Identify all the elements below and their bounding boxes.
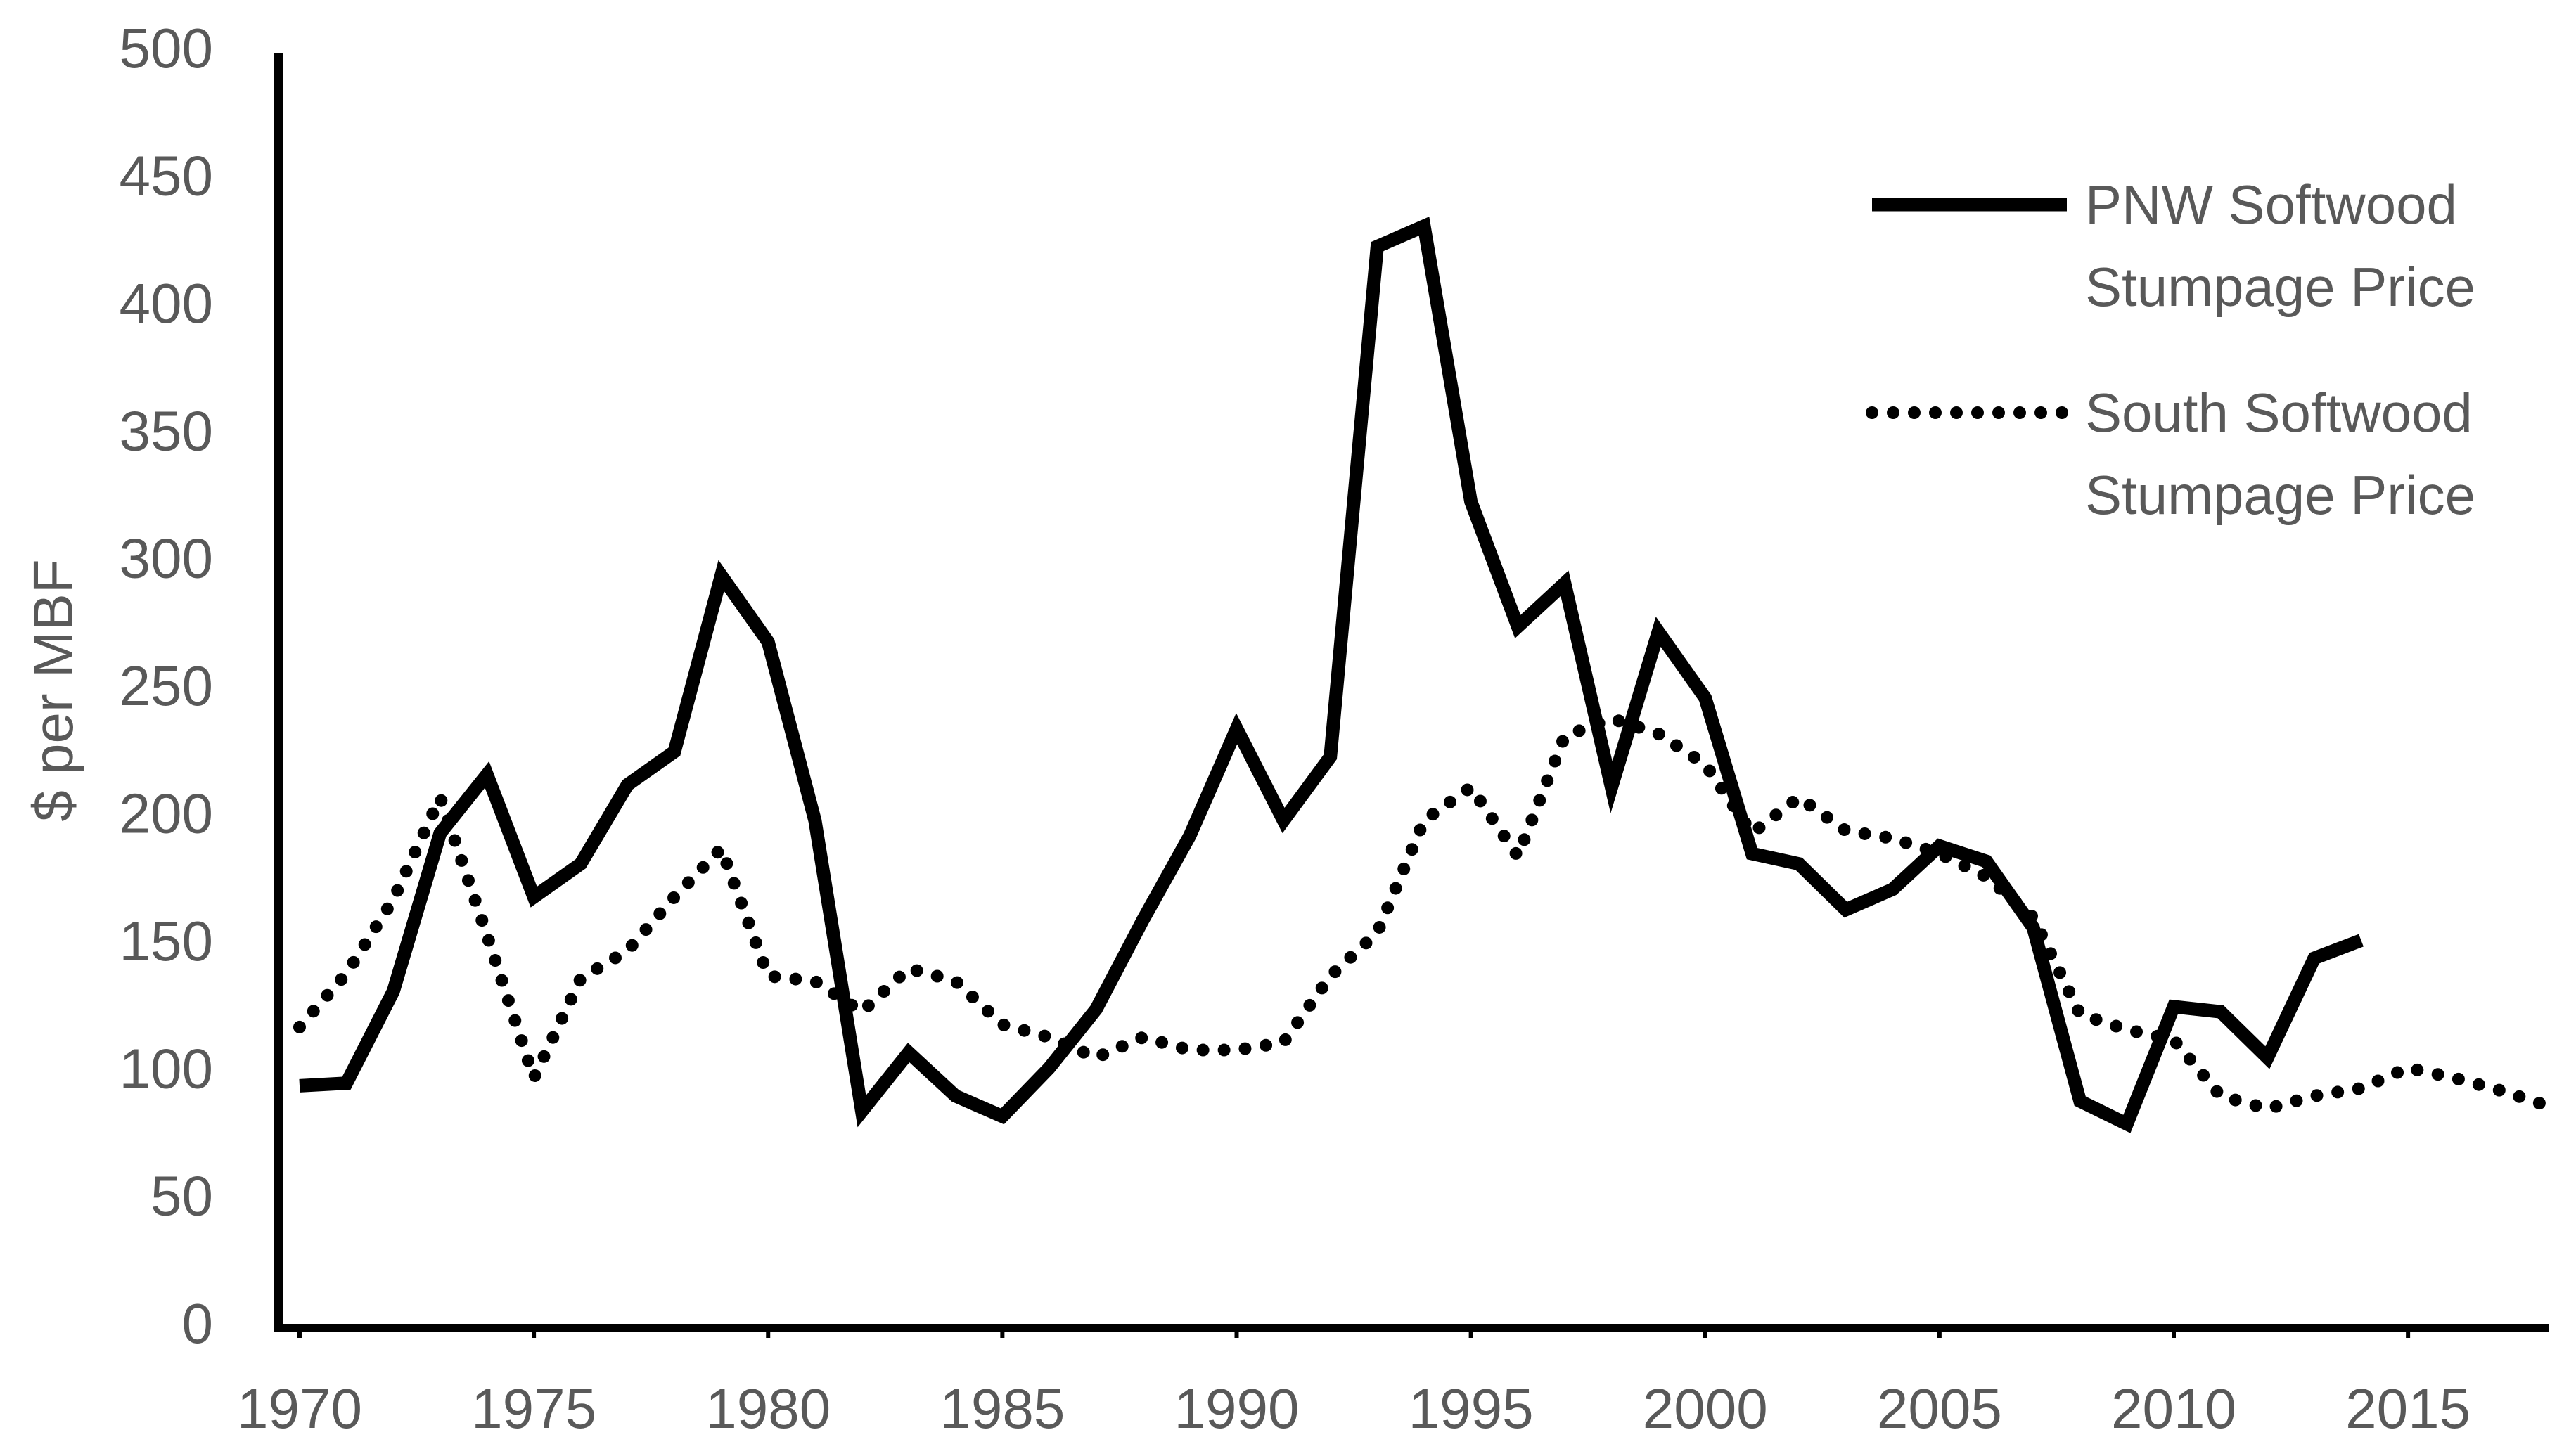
legend-label: PNW Softwood Stumpage Price	[2085, 174, 2475, 318]
x-tick-label: 1995	[1409, 1377, 1534, 1440]
y-tick-label: 200	[120, 782, 213, 845]
x-tick-label: 2015	[2345, 1377, 2471, 1440]
y-tick-label: 250	[120, 655, 213, 717]
y-tick-label: 500	[120, 17, 213, 79]
x-tick-label: 1985	[940, 1377, 1065, 1440]
y-tick-label: 100	[120, 1037, 213, 1100]
x-tick-label: 2000	[1643, 1377, 1768, 1440]
series-line	[293, 711, 2555, 1116]
y-tick-label: 0	[182, 1292, 214, 1355]
series-line	[299, 217, 2364, 1133]
y-tick-label: 300	[120, 527, 213, 590]
y-tick-label: 400	[120, 272, 213, 335]
y-tick-label: 150	[120, 910, 213, 972]
x-tick-label: 2005	[1877, 1377, 2002, 1440]
x-tick-label: 1980	[705, 1377, 831, 1440]
y-axis-label: $ per MBF	[22, 559, 84, 821]
y-tick-label: 50	[150, 1165, 213, 1228]
y-tick-label: 450	[120, 145, 213, 207]
x-tick-label: 2010	[2111, 1377, 2236, 1440]
x-tick-label: 1975	[471, 1377, 596, 1440]
x-tick-label: 1970	[237, 1377, 362, 1440]
legend-label: South Softwood Stumpage Price	[2085, 382, 2475, 526]
x-tick-label: 1990	[1174, 1377, 1300, 1440]
y-tick-label: 350	[120, 399, 213, 462]
